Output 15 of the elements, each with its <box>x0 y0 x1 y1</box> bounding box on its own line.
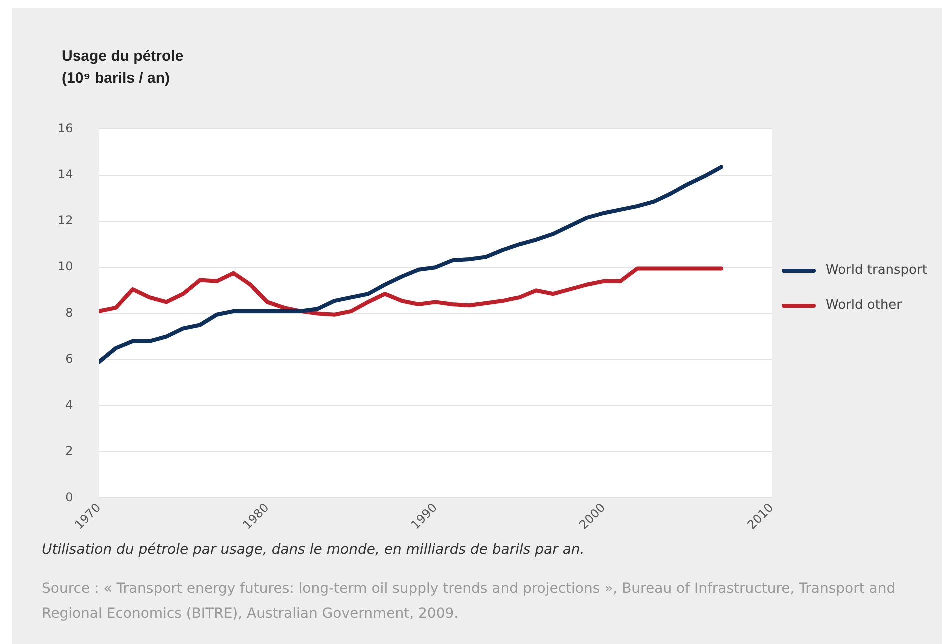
y-tick-label: 8 <box>66 306 74 320</box>
chart-title: Usage du pétrole <box>62 48 184 65</box>
y-tick-label: 14 <box>58 167 74 182</box>
legend-label: World transport <box>826 263 928 278</box>
y-axis-title: (10⁹ barils / an) <box>62 70 170 87</box>
legend-label: World other <box>826 298 902 313</box>
y-tick-label: 12 <box>58 214 74 228</box>
y-tick-label: 16 <box>58 121 74 136</box>
y-tick-label: 10 <box>58 260 74 274</box>
text: Utilisation du pétrole par usage, dans le monde, en milliards de barils par an. <box>42 541 586 560</box>
source-note: Source : « Transport energy futures: long-term oil supply trends and projections », Bureau of Infrastructure, Transport and Regional Economics (BITRE), Australian Government, 2009. <box>42 580 897 624</box>
y-tick-label: 0 <box>66 490 74 504</box>
y-tick-label: 6 <box>66 352 74 366</box>
y-tick-label: 4 <box>66 398 74 412</box>
y-tick-label: 2 <box>66 444 74 458</box>
